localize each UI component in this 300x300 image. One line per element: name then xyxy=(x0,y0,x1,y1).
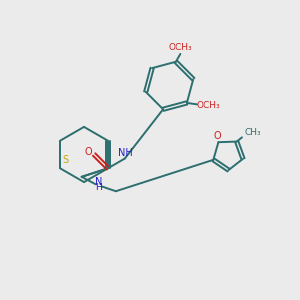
Text: N: N xyxy=(95,177,102,187)
Text: OCH₃: OCH₃ xyxy=(169,43,192,52)
Text: OCH₃: OCH₃ xyxy=(196,101,220,110)
Text: CH₃: CH₃ xyxy=(244,128,261,137)
Text: O: O xyxy=(213,131,221,141)
Text: S: S xyxy=(62,154,68,165)
Text: NH: NH xyxy=(118,148,133,158)
Text: H: H xyxy=(95,182,102,191)
Text: O: O xyxy=(85,147,92,157)
